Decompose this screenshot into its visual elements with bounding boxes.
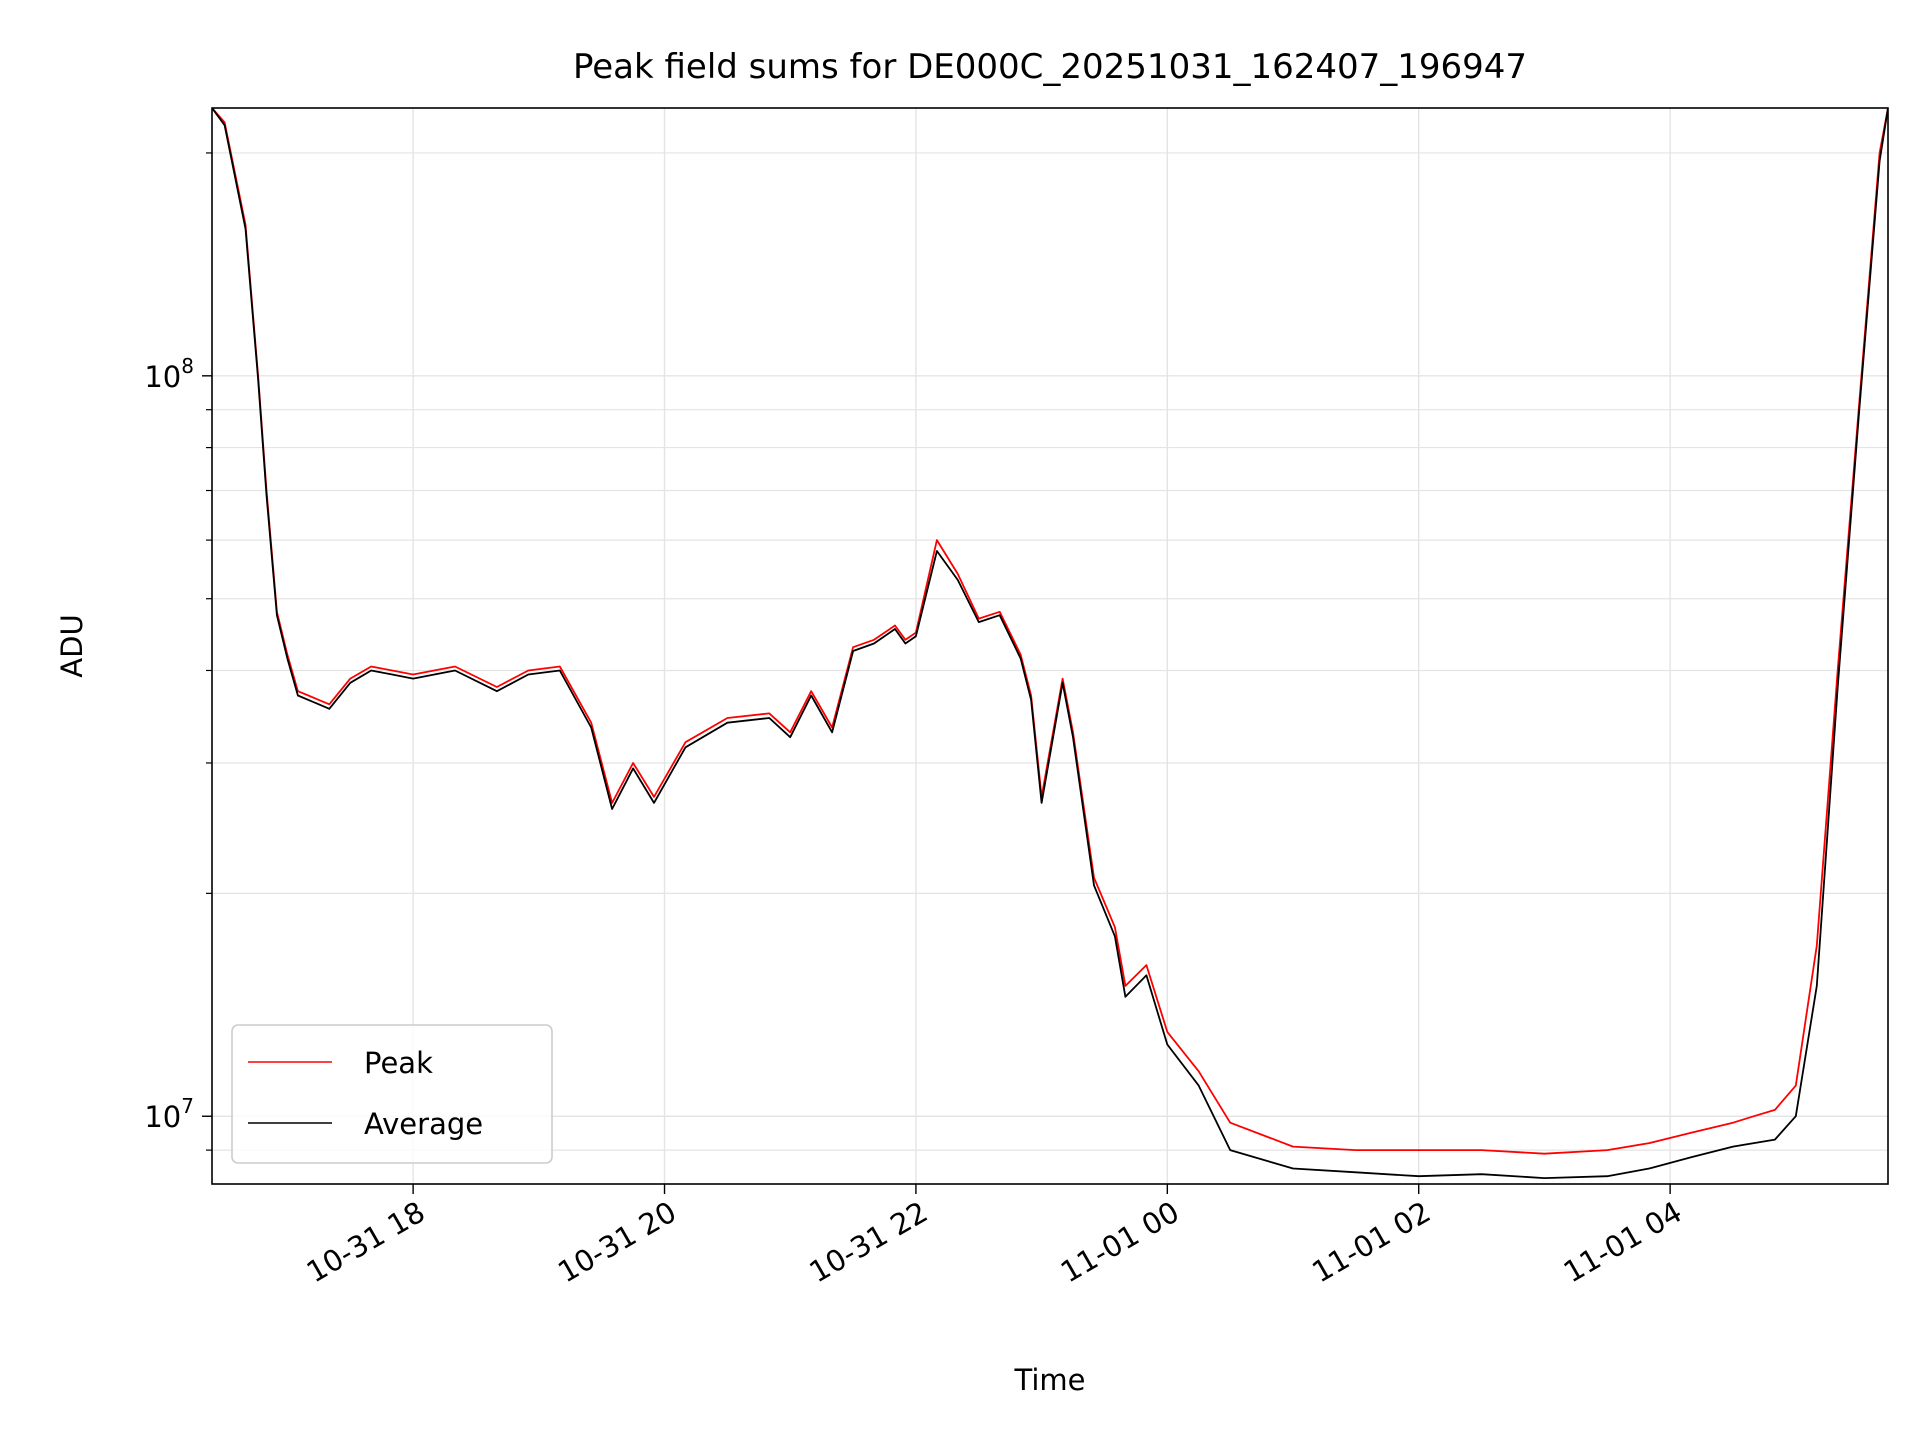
series-layer <box>212 108 1888 1179</box>
legend-label-average: Average <box>364 1107 483 1141</box>
x-axis-label: Time <box>1014 1363 1086 1397</box>
y-tick-label: 108 <box>144 354 194 394</box>
grid-lines <box>212 108 1888 1184</box>
y-axis-label: ADU <box>55 614 89 677</box>
legend: Peak Average <box>231 1024 553 1164</box>
plot-area <box>212 108 1888 1179</box>
y-tick-label: 107 <box>144 1094 194 1134</box>
plot-frame <box>211 107 1889 1185</box>
chart-title: Peak field sums for DE000C_20251031_1624… <box>573 47 1527 87</box>
legend-label-peak: Peak <box>364 1046 433 1080</box>
legend-box <box>231 1024 553 1164</box>
series-line-average <box>212 108 1888 1179</box>
